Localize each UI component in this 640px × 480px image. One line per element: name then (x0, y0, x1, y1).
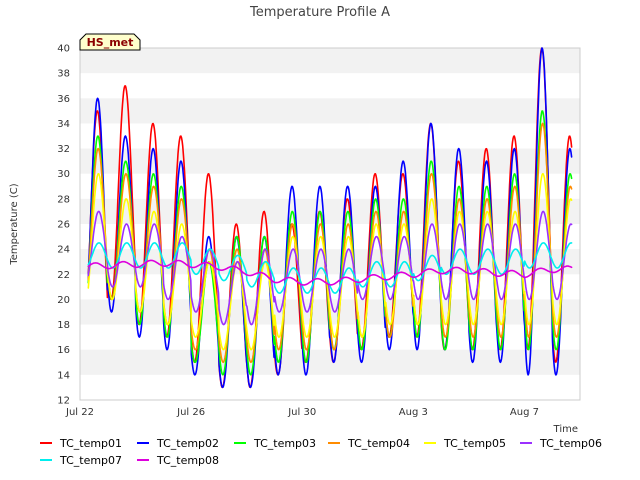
y-tick-label: 38 (57, 69, 70, 80)
y-tick-label: 22 (57, 270, 70, 281)
x-axis-label: Time (553, 424, 578, 435)
y-tick-label: 18 (57, 320, 70, 331)
legend-label: TC_temp04 (347, 437, 410, 450)
y-tick-label: 14 (57, 370, 70, 381)
y-axis-label: Temperature (C) (9, 183, 20, 265)
series-line-tc-temp02 (87, 47, 573, 389)
y-tick-label: 28 (57, 194, 70, 205)
grid-band (80, 198, 580, 224)
grid-band (80, 349, 580, 375)
chart-title: Temperature Profile A (249, 5, 390, 20)
y-tick-label: 26 (57, 220, 70, 231)
y-tick-label: 36 (57, 94, 70, 105)
y-tick-label: 24 (57, 245, 70, 256)
legend-label: TC_temp08 (156, 454, 219, 467)
y-tick-label: 12 (57, 396, 70, 407)
x-axis-ticks: Jul 22 Jul 26 Jul 30 Aug 3 Aug 7 (65, 407, 539, 418)
legend-label: TC_temp01 (59, 437, 122, 450)
y-axis-ticks: 12 14 16 18 20 22 24 26 28 30 32 34 36 38 40 (57, 44, 70, 407)
y-tick-label: 16 (57, 345, 70, 356)
legend: TC_temp01 TC_temp02 TC_temp03 TC_temp04 TC_t… (40, 437, 602, 467)
badge-shape (79, 33, 141, 51)
legend-label: TC_temp06 (539, 437, 602, 450)
grid-band (80, 48, 580, 74)
plot-frame (79, 47, 581, 401)
series-line-tc-temp06 (87, 210, 573, 326)
y-tick-label: 32 (57, 144, 70, 155)
grid-band (80, 98, 580, 124)
x-tick-label: Jul 26 (176, 407, 205, 418)
x-tick-label: Aug 3 (399, 407, 428, 418)
y-tick-label: 34 (57, 119, 70, 130)
badge-label: HS_met (87, 36, 134, 49)
y-tick-label: 40 (57, 44, 70, 55)
legend-label: TC_temp02 (156, 437, 219, 450)
y-tick-label: 20 (57, 295, 70, 306)
plot-background (79, 47, 581, 401)
grid-band (80, 148, 580, 174)
legend-label: TC_temp05 (443, 437, 506, 450)
site-badge: HS_met (79, 33, 141, 51)
x-tick-label: Aug 7 (510, 407, 539, 418)
series-line-tc-temp05 (87, 173, 573, 351)
x-tick-label: Jul 22 (65, 407, 94, 418)
series-lines (87, 47, 573, 389)
x-tick-label: Jul 30 (287, 407, 316, 418)
legend-label: TC_temp03 (253, 437, 316, 450)
series-line-tc-temp07 (87, 242, 573, 294)
y-tick-label: 30 (57, 169, 70, 180)
series-line-tc-temp08 (87, 259, 573, 286)
legend-label: TC_temp07 (59, 454, 122, 467)
